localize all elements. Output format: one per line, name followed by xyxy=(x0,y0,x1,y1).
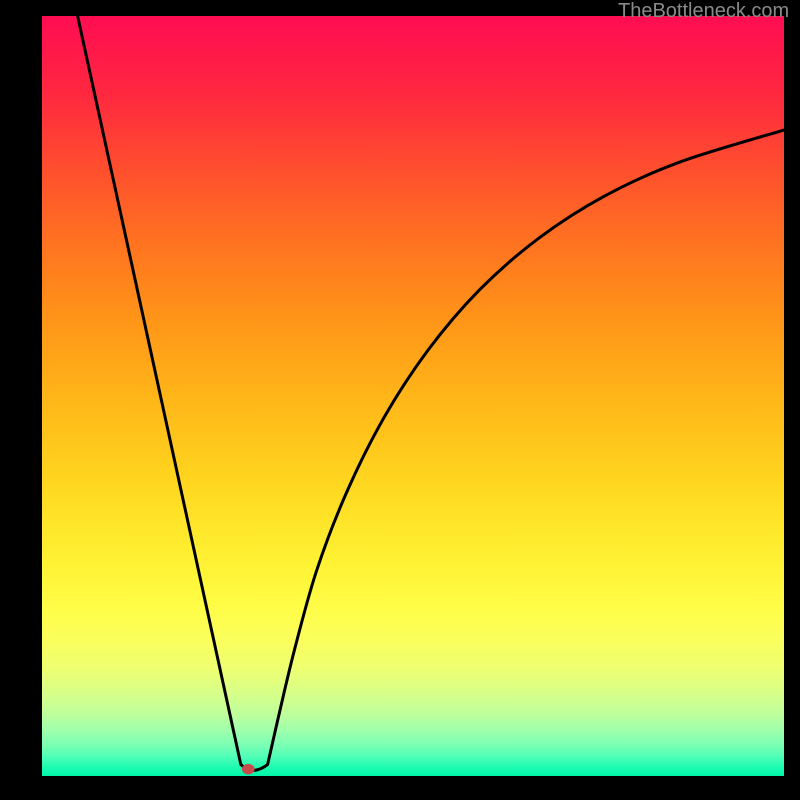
watermark-text: TheBottleneck.com xyxy=(618,0,789,23)
bottleneck-curve-chart xyxy=(42,16,784,776)
optimum-marker xyxy=(242,764,255,775)
chart-frame: TheBottleneck.com xyxy=(0,0,800,800)
